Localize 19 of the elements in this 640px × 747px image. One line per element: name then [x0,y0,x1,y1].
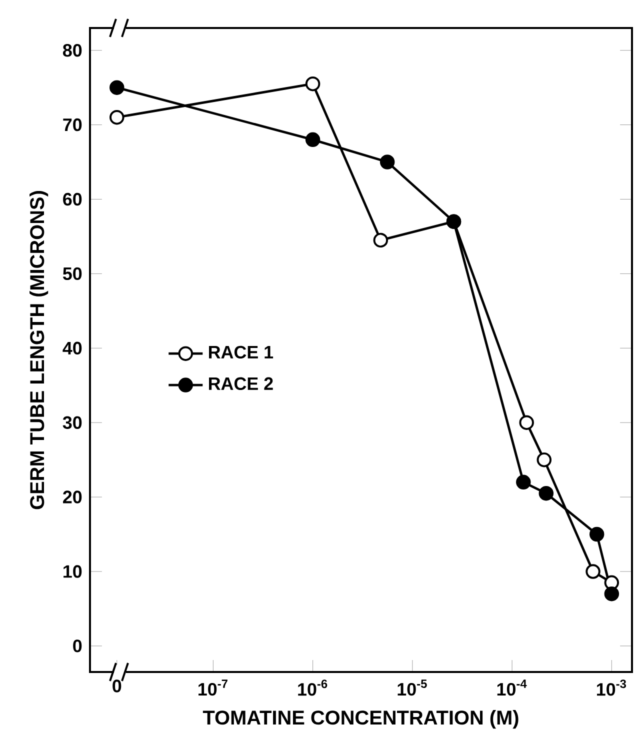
y-tick-label: 0 [73,640,82,652]
y-tick-label: 70 [63,118,82,132]
legend-label: RACE 1 [209,346,274,359]
x-axis-title: TOMATINE CONCENTRATION (M) [202,710,518,729]
y-tick-label: 60 [63,192,82,206]
x-tick-label: 10$^{-7}$ [198,680,228,696]
y-tick-label: 50 [62,267,82,280]
y-tick-label: 10 [64,565,82,578]
y-tick-label: 20 [63,490,82,504]
y-tick-label: 80 [62,44,82,57]
x-tick-label: 0 [112,680,122,692]
x-tick-label: 10$^{-3}$ [597,680,626,696]
x-tick-label: 10$^{-5}$ [398,680,427,696]
y-axis-title: GERM TUBE LENGTH (MICRONS) [30,191,48,510]
y-tick-label: 40 [62,342,82,355]
x-tick-label: 10$^{-6}$ [298,680,328,696]
x-tick-label: 10$^{-4}$ [497,680,527,696]
y-tick-label: 30 [62,416,82,429]
legend-label: RACE 2 [209,377,273,390]
